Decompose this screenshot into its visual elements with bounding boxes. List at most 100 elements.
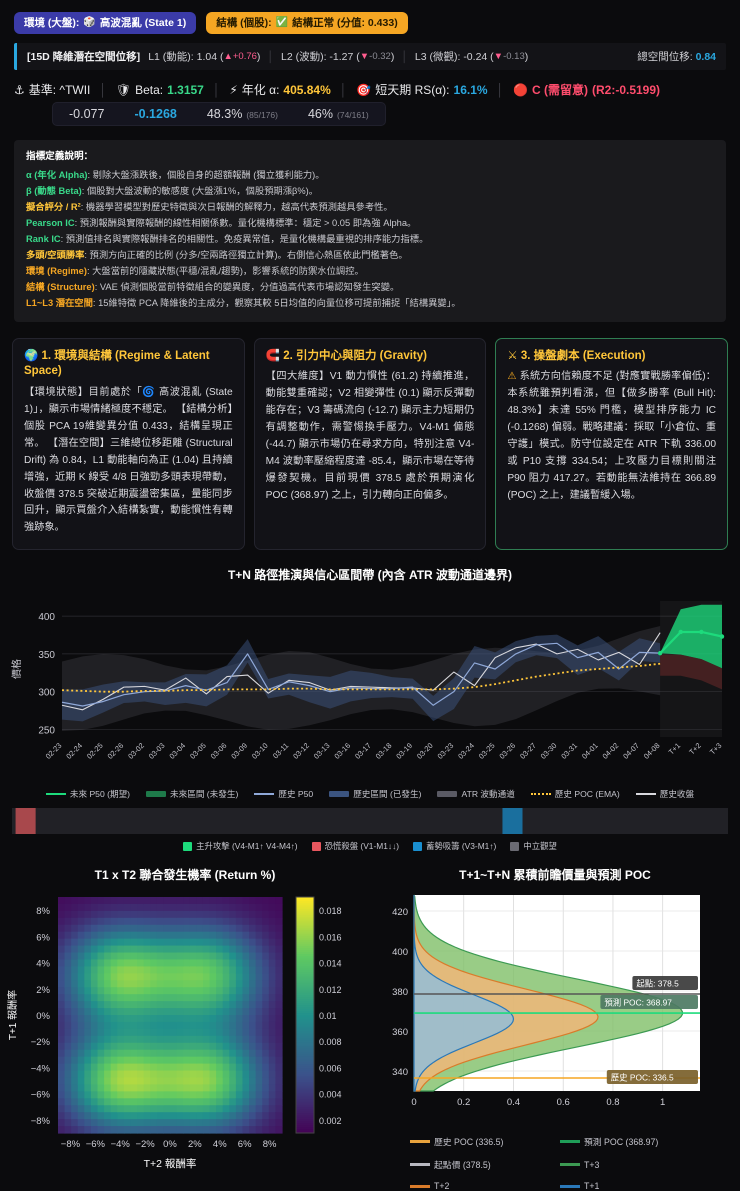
divider: │ — [401, 50, 408, 63]
poc-svg: 340 360 380 400 420 起點: 378.5 預測 POC: 368.97 歷史… — [370, 883, 740, 1134]
legend-swatch — [560, 1140, 580, 1144]
magnet-icon: 🧲 — [265, 349, 280, 362]
legend-item: 歷史區間 (已發生) — [329, 788, 421, 800]
definition-row: 結構 (Structure): VAE 偵測個股當前特徵組合的變異度，分值過高代… — [26, 280, 714, 295]
legend-swatch — [560, 1163, 580, 1167]
legend-swatch — [146, 791, 167, 798]
benchmark-label: 基準: ^TWII — [28, 83, 91, 97]
metric-row: ⚓ 基準: ^TWII │ 🛡 Beta: 1.3157 │ ⚡ 年化 α: 4… — [14, 81, 726, 98]
legend-label: T+2 — [434, 1181, 450, 1191]
shield-icon: 🛡 — [115, 82, 132, 97]
x-tick: −4% — [111, 1139, 131, 1150]
legend-label: 起點價 (378.5) — [434, 1160, 491, 1171]
legend-swatch — [413, 841, 423, 851]
legend-item: ATR 波動通道 — [437, 788, 515, 800]
legend-item: 未來區間 (未發生) — [146, 788, 238, 800]
card-title-text: 2. 引力中心與阻力 (Gravity) — [283, 349, 427, 362]
legend-label: 恐慌殺盤 (V1-M1↓↓) — [324, 841, 400, 852]
legend-swatch — [530, 793, 551, 796]
swords-icon: ⚔ — [507, 349, 518, 362]
legend-item: 起點價 (378.5) — [410, 1158, 550, 1171]
card-body: ⚠ 系統方向信賴度不足 (對應實戰勝率偏低)：本系統雖預判看漲，但【做多勝率 (… — [507, 369, 716, 504]
legend-label: 未來 P50 (期望) — [69, 789, 131, 800]
drift-l3-delta: -0.13 — [503, 51, 525, 62]
y-tick: −4% — [31, 1064, 51, 1075]
legend-label: 主升攻擊 (V4-M1↑ V4-M4↑) — [196, 841, 298, 852]
y-tick: 340 — [392, 1067, 408, 1078]
y-tick: −8% — [31, 1116, 51, 1127]
legend-swatch — [254, 793, 275, 796]
card-title-text: 3. 操盤劇本 (Execution) — [520, 349, 646, 362]
status-badge-regime[interactable]: 環境 (大盤): 🎲 高波混亂 (State 1) — [14, 12, 197, 34]
legend-label: 未來區間 (未發生) — [170, 789, 239, 800]
card-regime-latent: 🌍 1. 環境與結構 (Regime & Latent Space) 【環境狀態… — [12, 337, 245, 551]
x-tick: −8% — [61, 1139, 81, 1150]
legend-label: 歷史收盤 — [659, 789, 695, 800]
definition-row: 環境 (Regime): 大盤當前的隱藏狀態(平穩/混亂/趨勢)，影響系統的防禦… — [26, 264, 714, 279]
drift-total: 總空間位移: 0.84 — [637, 49, 716, 64]
alpha-value: 405.84% — [283, 82, 331, 97]
legend-swatch — [410, 1163, 430, 1167]
legend-item: 中立觀望 — [510, 840, 557, 852]
y-axis-label: T+1 報酬率 — [6, 990, 19, 1040]
beta-label: Beta: — [135, 82, 164, 97]
card-body: 【四大維度】V1 動力慣性 (61.2) 持續推進，動能雙重確認；V2 相變彈性… — [265, 371, 475, 501]
definition-row: β (動態 Beta): 個股對大盤波動的敏感度 (大盤漲1%，個股預期漲β%)… — [26, 184, 714, 199]
drift-l3-arrow-icon: ▼ — [493, 51, 504, 62]
legend-swatch — [311, 841, 321, 851]
subvalue-text: -0.1268 — [134, 107, 177, 121]
drift-l1-delta: +0.76 — [232, 51, 257, 62]
legend-label: T+1 — [584, 1181, 600, 1191]
globe-icon: 🌍 — [24, 349, 39, 362]
y-tick: 420 — [392, 907, 408, 918]
x-tick: 8% — [263, 1139, 277, 1150]
y-tick: 400 — [392, 947, 408, 958]
definition-key: 環境 (Regime) — [26, 265, 87, 276]
definition-row: Rank IC: 預測值排名與實際報酬排名的相關性。免疫異常值，是量化機構最重視… — [26, 232, 714, 247]
definition-key: β (動態 Beta) — [26, 185, 82, 196]
y-tick: 8% — [36, 906, 50, 917]
subvalue-pearson-ic: -0.077 — [69, 107, 104, 121]
poc-title: T+1~T+N 累積前瞻價量與預測 POC — [459, 868, 651, 883]
definition-key: α (年化 Alpha) — [26, 169, 88, 180]
y-tick: −6% — [31, 1090, 51, 1101]
colorbar-tick: 0.018 — [319, 906, 342, 916]
legend-item: T+1 — [560, 1181, 700, 1191]
regime-label: 環境 (大盤): — [24, 17, 80, 29]
card-gravity: 🧲 2. 引力中心與阻力 (Gravity) 【四大維度】V1 動力慣性 (61… — [253, 337, 487, 551]
legend-swatch — [510, 841, 520, 851]
legend-item: T+3 — [560, 1160, 700, 1170]
legend-label: 歷史 POC (EMA) — [554, 789, 620, 800]
divider: │ — [339, 82, 348, 97]
subvalue-bull-hit: 48.3% (85/176) — [207, 107, 278, 121]
drift-total-value: 0.84 — [695, 51, 716, 63]
definition-text: : 15維特徵 PCA 降維後的主成分，觀察其較 5日均值的向量位移可提前捕捉「… — [92, 297, 461, 308]
card-title: ⚔ 3. 操盤劇本 (Execution) — [507, 349, 716, 365]
regime-segment — [502, 808, 523, 835]
y-tick: 250 — [38, 726, 55, 737]
subvalue-text: -0.077 — [69, 107, 105, 121]
series-historical-p50 — [61, 642, 661, 707]
legend-swatch — [410, 1140, 430, 1144]
y-tick: 0% — [36, 1011, 50, 1022]
card-title-text: 1. 環境與結構 (Regime & Latent Space) — [24, 349, 210, 378]
colorbar-tick: 0.012 — [319, 985, 342, 995]
x-tick: 6% — [238, 1139, 252, 1150]
alpha-label: 年化 α: — [241, 83, 280, 97]
definition-key: Pearson IC — [26, 217, 75, 228]
drift-l1-arrow-icon: ▲ — [223, 51, 233, 62]
divider: │ — [267, 50, 274, 63]
y-tick: 300 — [38, 688, 55, 699]
series-historical-poc — [61, 663, 661, 693]
timeseries-chart: 250 300 350 400 價格 02-23 02-24 02-25 02-26 03-02 0… — [0, 589, 740, 785]
heatmap-title: T1 x T2 聯合發生機率 (Return %) — [94, 868, 276, 883]
timeseries-title: T+N 路徑推演與信心區間帶 (內含 ATR 波動通道邊界) — [227, 568, 513, 583]
subvalue-rank-ic: -0.1268 — [134, 107, 176, 121]
card-title: 🌍 1. 環境與結構 (Regime & Latent Space) — [24, 349, 233, 380]
drift-l2-close: ) — [390, 50, 395, 63]
colorbar-tick: 0.008 — [319, 1038, 342, 1048]
status-badge-structure[interactable]: 結構 (個股): ✅ 結構正常 (分值: 0.433) — [206, 12, 408, 34]
regime-strip — [12, 806, 728, 836]
regime-value: 高波混亂 (State 1) — [99, 17, 187, 29]
